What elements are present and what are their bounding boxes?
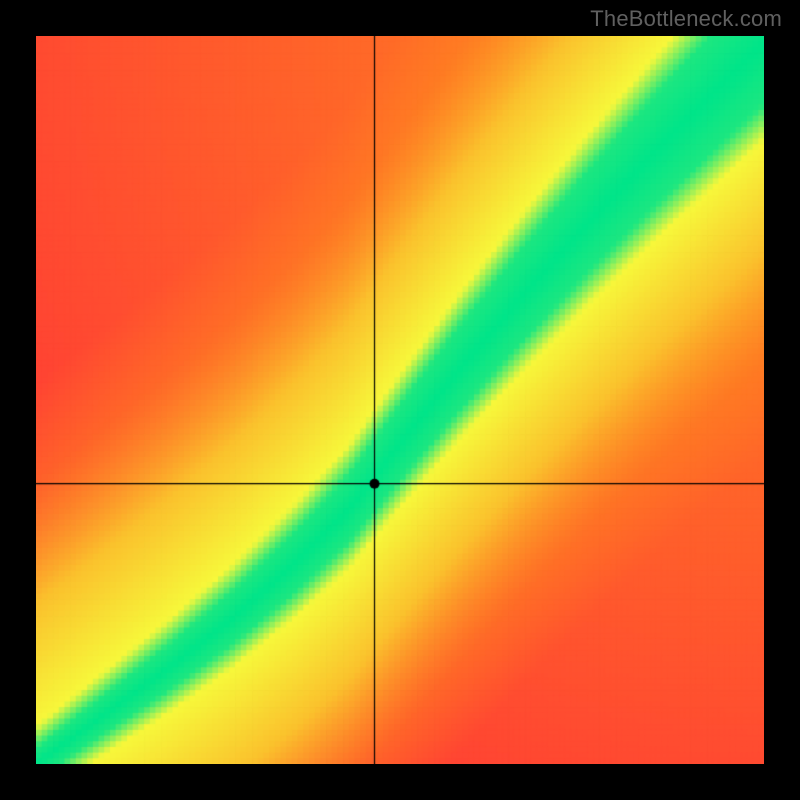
watermark-text: TheBottleneck.com	[590, 6, 782, 32]
crosshair-overlay	[36, 36, 764, 764]
plot-area	[36, 36, 764, 764]
chart-container: TheBottleneck.com	[0, 0, 800, 800]
